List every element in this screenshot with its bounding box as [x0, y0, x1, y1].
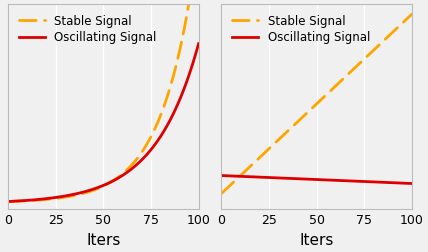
Oscillating Signal: [196, 42, 201, 45]
X-axis label: Iters: Iters: [86, 233, 121, 248]
Legend: Stable Signal, Oscillating Signal: Stable Signal, Oscillating Signal: [227, 10, 374, 49]
Oscillating Signal: [309, 178, 315, 181]
Oscillating Signal: [6, 200, 11, 203]
Oscillating Signal: [162, 129, 167, 132]
Stable Signal: [96, 187, 101, 190]
Stable Signal: [309, 107, 315, 110]
Oscillating Signal: [375, 181, 380, 184]
Oscillating Signal: [219, 174, 224, 177]
Stable Signal: [332, 85, 337, 88]
Oscillating Signal: [191, 58, 196, 61]
Stable Signal: [97, 186, 102, 189]
X-axis label: Iters: Iters: [300, 233, 334, 248]
Oscillating Signal: [322, 178, 327, 181]
Legend: Stable Signal, Oscillating Signal: Stable Signal, Oscillating Signal: [14, 10, 161, 49]
Oscillating Signal: [119, 175, 124, 178]
Line: Stable Signal: Stable Signal: [8, 0, 199, 202]
Oscillating Signal: [405, 182, 410, 185]
Oscillating Signal: [109, 180, 114, 183]
Stable Signal: [405, 17, 410, 20]
Oscillating Signal: [409, 182, 414, 185]
Line: Oscillating Signal: Oscillating Signal: [8, 44, 199, 202]
Stable Signal: [310, 106, 315, 109]
Stable Signal: [119, 173, 124, 176]
Oscillating Signal: [97, 185, 102, 188]
Stable Signal: [109, 180, 114, 183]
Stable Signal: [322, 95, 327, 98]
Line: Stable Signal: Stable Signal: [221, 14, 412, 194]
Stable Signal: [162, 104, 167, 107]
Stable Signal: [375, 45, 380, 48]
Stable Signal: [409, 13, 414, 16]
Oscillating Signal: [310, 178, 315, 181]
Line: Oscillating Signal: Oscillating Signal: [221, 176, 412, 183]
Oscillating Signal: [332, 179, 337, 182]
Stable Signal: [6, 200, 11, 203]
Stable Signal: [219, 192, 224, 195]
Oscillating Signal: [96, 186, 101, 189]
